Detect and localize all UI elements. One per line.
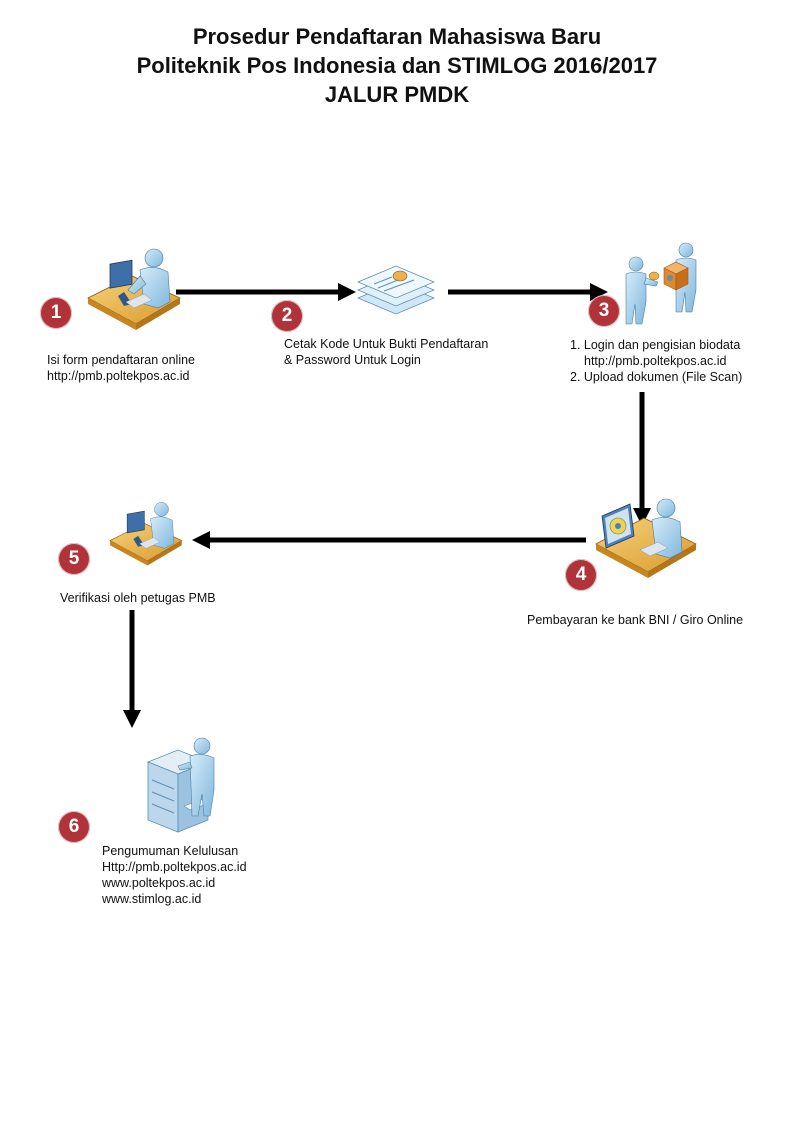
person-at-printer-icon <box>146 737 215 833</box>
step-4-caption: Pembayaran ke bank BNI / Giro Online <box>527 612 743 628</box>
step-6-line-4: www.stimlog.ac.id <box>102 892 202 906</box>
step-6-line-2: Http://pmb.poltekpos.ac.id <box>102 860 247 874</box>
title-line-3: JALUR PMDK <box>324 82 470 107</box>
arrow-2-to-3 <box>448 283 608 301</box>
step-2-line-1: Cetak Kode Untuk Bukti Pendaftaran <box>284 337 489 351</box>
step-3-line-1: 1. Login dan pengisian biodata <box>570 338 741 352</box>
arrow-1-to-2 <box>176 283 356 301</box>
diagram-title: Prosedur Pendaftaran Mahasiswa Baru Poli… <box>0 22 794 109</box>
step-6-badge: 6 <box>58 811 90 843</box>
step-3-caption: 1. Login dan pengisian biodata http://pm… <box>570 337 742 385</box>
title-line-2: Politeknik Pos Indonesia dan STIMLOG 201… <box>136 53 658 78</box>
step-3-line-2: http://pmb.poltekpos.ac.id <box>584 354 727 368</box>
step-1-badge: 1 <box>40 297 72 329</box>
step-1-line-1: Isi form pendaftaran online <box>47 353 196 367</box>
step-5-badge: 5 <box>58 543 90 575</box>
step-2-badge: 2 <box>271 300 303 332</box>
step-6-caption: Pengumuman Kelulusan Http://pmb.poltekpo… <box>102 843 247 907</box>
person-at-computer-icon <box>87 248 181 330</box>
step-1-line-2: http://pmb.poltekpos.ac.id <box>47 369 190 383</box>
step-2-line-2: & Password Untuk Login <box>284 353 421 367</box>
step-5-line-1: Verifikasi oleh petugas PMB <box>60 591 216 605</box>
step-4-line-1: Pembayaran ke bank BNI / Giro Online <box>527 613 744 627</box>
arrow-3-to-4 <box>633 392 651 526</box>
arrow-5-to-6 <box>123 610 141 728</box>
step-2-caption: Cetak Kode Untuk Bukti Pendaftaran & Pas… <box>284 336 488 368</box>
step-6-line-3: www.poltekpos.ac.id <box>102 876 216 890</box>
person-online-payment-icon <box>595 498 697 578</box>
step-3-line-3: 2. Upload dokumen (File Scan) <box>570 370 743 384</box>
step-3-badge: 3 <box>588 295 620 327</box>
step-1-caption: Isi form pendaftaran online http://pmb.p… <box>47 352 195 384</box>
people-exchanging-package-icon <box>625 242 697 325</box>
id-card-documents-icon <box>356 265 436 315</box>
step-6-line-1: Pengumuman Kelulusan <box>102 844 239 858</box>
title-line-1: Prosedur Pendaftaran Mahasiswa Baru <box>192 24 602 49</box>
person-at-computer-icon-small <box>109 502 183 566</box>
arrow-4-to-5 <box>192 531 586 549</box>
step-5-caption: Verifikasi oleh petugas PMB <box>60 590 216 606</box>
step-4-badge: 4 <box>565 559 597 591</box>
